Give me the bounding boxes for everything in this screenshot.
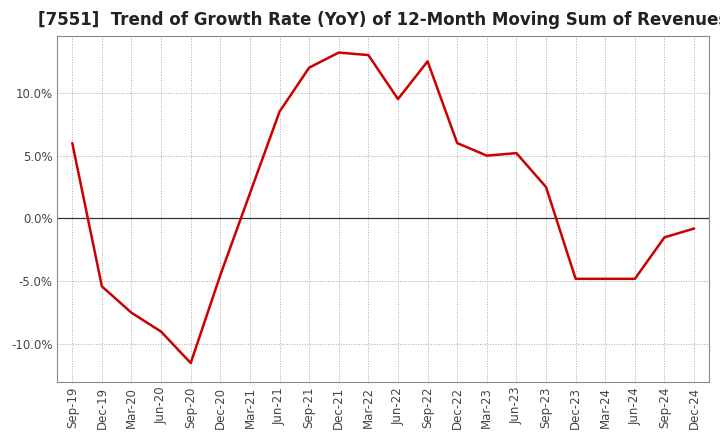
Title: [7551]  Trend of Growth Rate (YoY) of 12-Month Moving Sum of Revenues: [7551] Trend of Growth Rate (YoY) of 12-…	[38, 11, 720, 29]
